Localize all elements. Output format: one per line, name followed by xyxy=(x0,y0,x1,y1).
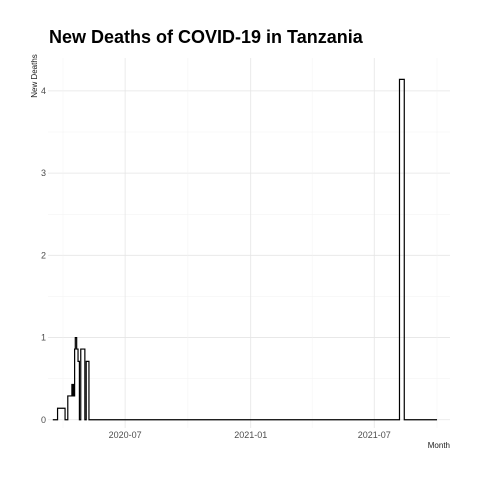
y-axis-title: New Deaths xyxy=(30,54,39,98)
y-axis-ticks: 0 1 2 3 4 xyxy=(41,86,46,425)
y-tick-label: 3 xyxy=(41,168,46,178)
x-tick-label: 2021-07 xyxy=(358,430,391,440)
series-line xyxy=(52,78,438,421)
series-group xyxy=(52,78,438,421)
y-tick-label: 1 xyxy=(41,333,46,343)
y-tick-label: 0 xyxy=(41,415,46,425)
y-tick-label: 2 xyxy=(41,250,46,260)
x-tick-label: 2020-07 xyxy=(109,430,142,440)
grid xyxy=(48,58,450,428)
y-tick-label: 4 xyxy=(41,86,46,96)
chart-title: New Deaths of COVID-19 in Tanzania xyxy=(49,27,364,47)
x-axis-ticks: 2020-07 2021-01 2021-07 xyxy=(109,430,391,440)
x-tick-label: 2021-01 xyxy=(234,430,267,440)
x-axis-title: Month xyxy=(428,441,450,450)
